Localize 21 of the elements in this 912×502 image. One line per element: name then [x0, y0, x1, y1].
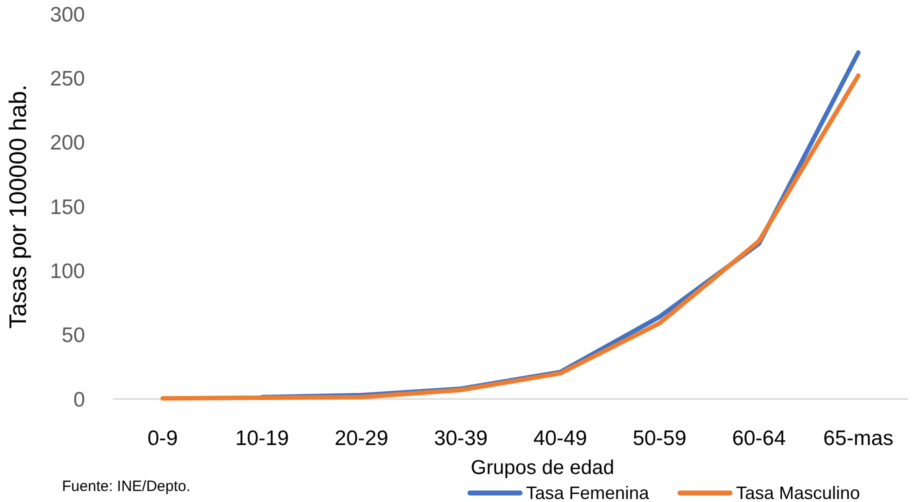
y-tick-label: 100: [50, 260, 85, 284]
y-tick-label: 150: [50, 196, 85, 219]
x-tick-label: 10-19: [235, 427, 289, 450]
x-axis-title: Grupos de edad: [470, 457, 614, 479]
x-tick-label: 20-29: [334, 427, 388, 450]
y-tick-label: 50: [62, 324, 85, 348]
x-tick-label: 30-39: [434, 427, 488, 450]
y-tick-label: 0: [73, 388, 85, 412]
y-tick-label: 300: [50, 3, 85, 26]
y-tick-label: 250: [50, 68, 85, 91]
source-note: Fuente: INE/Depto.: [62, 478, 190, 495]
y-tick-label: 200: [50, 132, 85, 155]
legend-label: Tasa Masculino: [736, 483, 860, 502]
x-tick-label: 0-9: [148, 427, 178, 450]
legend-label: Tasa Femenina: [526, 483, 650, 502]
x-tick-label: 65-mas: [823, 427, 894, 450]
x-tick-label: 40-49: [533, 427, 588, 450]
x-tick-label: 60-64: [732, 427, 786, 450]
x-tick-label: 50-59: [632, 427, 686, 450]
y-axis-title: Tasas por 100000 hab.: [5, 84, 32, 329]
line-series: [160, 73, 861, 401]
